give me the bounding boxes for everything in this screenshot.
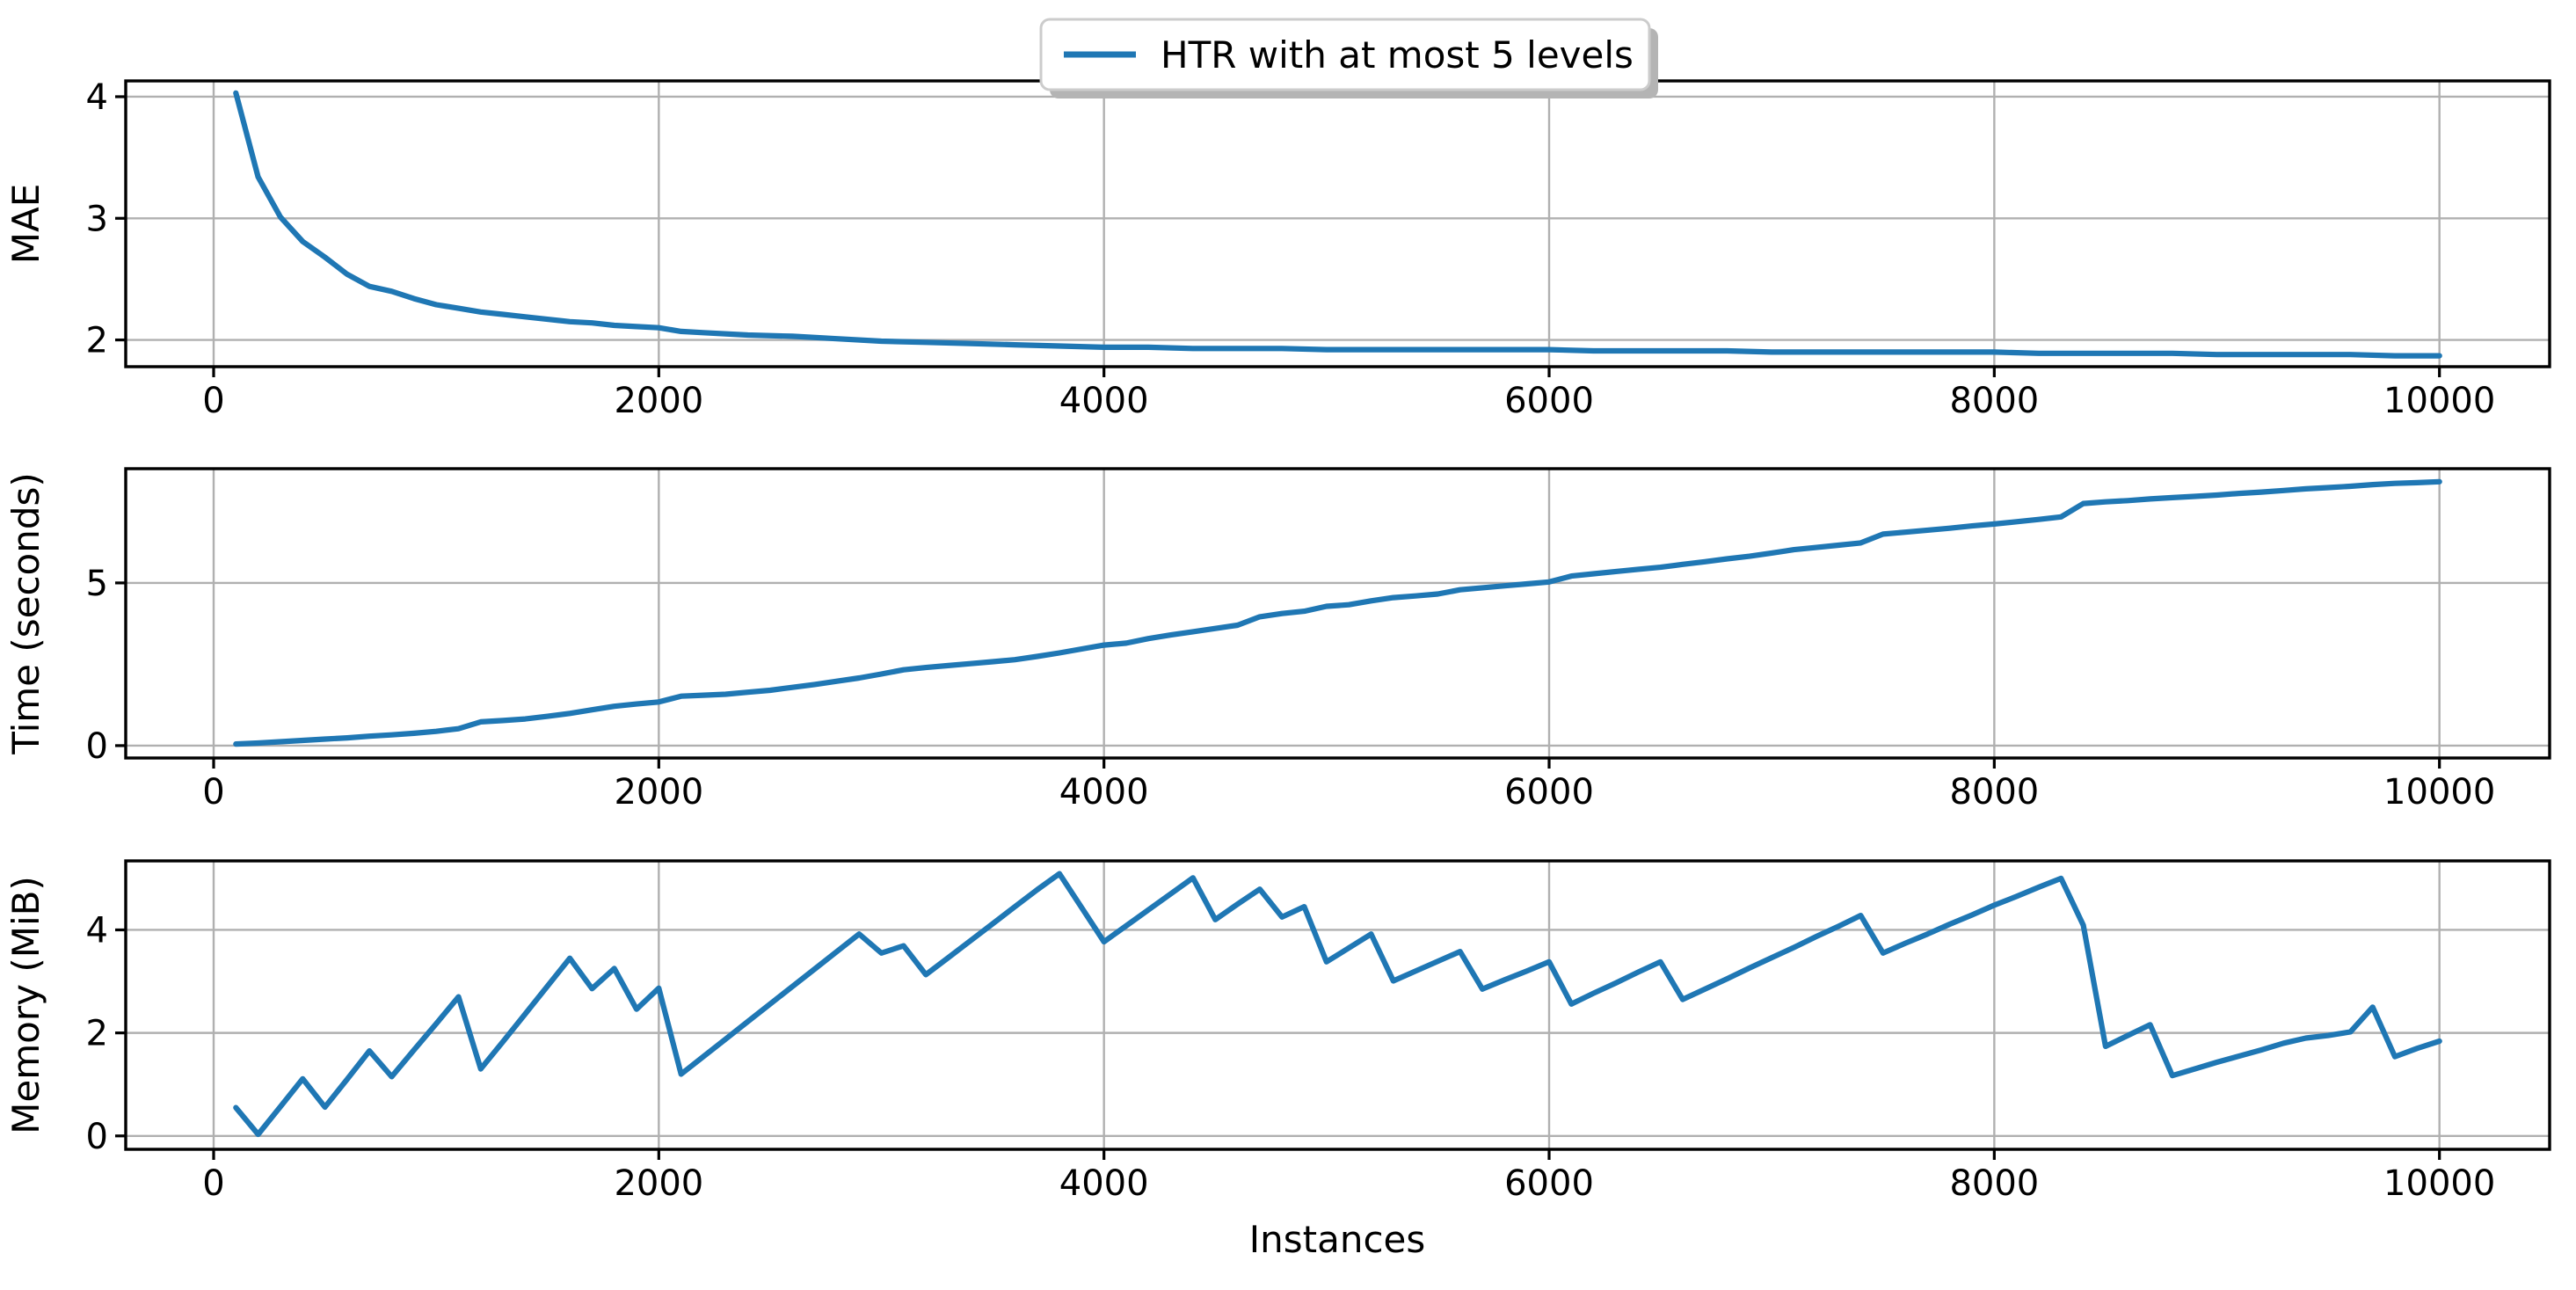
axes-spines — [124, 859, 2551, 1151]
y-tick-label: 3 — [86, 199, 108, 239]
y-tick-label: 2 — [86, 1014, 108, 1054]
y-tick-label: 2 — [86, 321, 108, 361]
y-axis-label-time: Time (seconds) — [4, 472, 47, 755]
subplot-time: 0 2000 4000 6000 8000 10000 0 5 — [86, 467, 2551, 813]
data-line — [233, 871, 2442, 1138]
axes-spines — [124, 79, 2551, 368]
x-tick-label: 0 — [202, 772, 224, 813]
x-tick-label: 6000 — [1504, 772, 1594, 813]
legend-label: HTR with at most 5 levels — [1161, 33, 1634, 77]
y-tick-label: 5 — [86, 564, 108, 604]
x-tick-label: 2000 — [614, 1163, 703, 1204]
x-tick-label: 0 — [202, 381, 224, 421]
data-line — [233, 90, 2442, 359]
y-tick-label: 4 — [86, 910, 108, 951]
x-tick-label: 2000 — [614, 381, 703, 421]
x-tick-label: 8000 — [1949, 381, 2039, 421]
y-axis-label-memory: Memory (MiB) — [4, 876, 47, 1134]
x-tick-label: 4000 — [1059, 381, 1149, 421]
x-tick-label: 2000 — [614, 772, 703, 813]
x-tick-label: 8000 — [1949, 1163, 2039, 1204]
x-tick-label: 4000 — [1059, 1163, 1149, 1204]
x-tick-label: 6000 — [1504, 1163, 1594, 1204]
x-tick-label: 6000 — [1504, 381, 1594, 421]
axes-spines — [124, 467, 2551, 760]
y-tick-label: 0 — [86, 726, 108, 767]
data-line — [233, 478, 2442, 747]
legend-box — [1039, 18, 1651, 91]
x-tick-label: 4000 — [1059, 772, 1149, 813]
x-tick-label: 0 — [202, 1163, 224, 1204]
subplot-memory: 0 2000 4000 6000 8000 10000 0 2 4 — [86, 859, 2551, 1204]
x-axis-label-instances: Instances — [1249, 1218, 1426, 1261]
x-tick-label: 10000 — [2383, 381, 2495, 421]
x-tick-label: 10000 — [2383, 1163, 2495, 1204]
x-tick-label: 8000 — [1949, 772, 2039, 813]
legend: HTR with at most 5 levels — [1039, 18, 1658, 98]
subplot-mae: 0 2000 4000 6000 8000 10000 2 3 4 — [86, 77, 2551, 421]
y-tick-label: 4 — [86, 77, 108, 118]
y-tick-label: 0 — [86, 1117, 108, 1157]
x-tick-label: 10000 — [2383, 772, 2495, 813]
y-axis-label-mae: MAE — [4, 184, 47, 265]
